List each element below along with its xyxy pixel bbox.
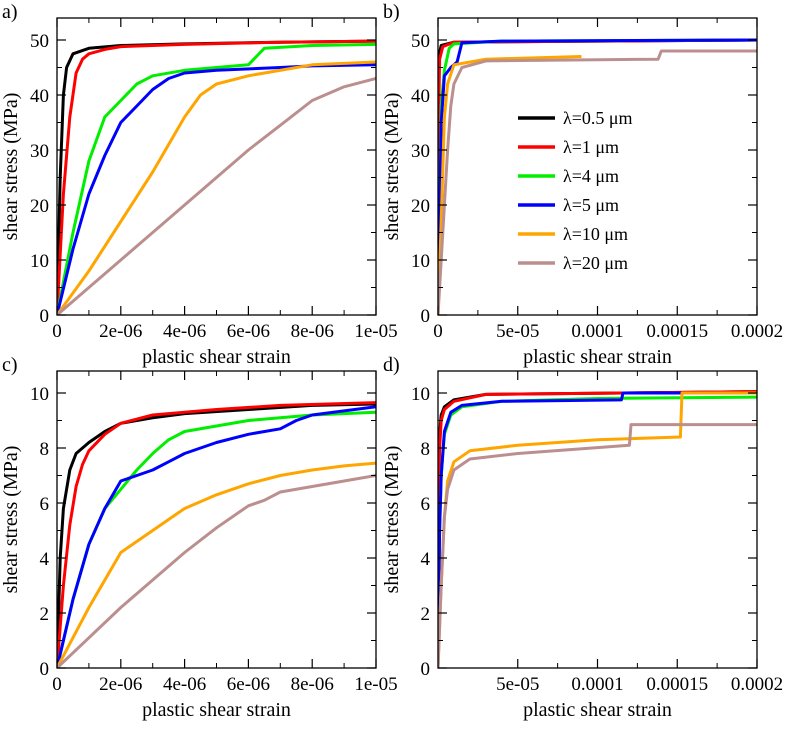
panel-label: c): [2, 354, 18, 376]
x-tick-label: 0: [433, 321, 443, 342]
series-line-5: [438, 423, 757, 668]
series-group: [57, 39, 376, 315]
legend-label: λ=4 μm: [563, 166, 619, 186]
legend: λ=0.5 μm λ=1 μm λ=4 μm λ=5 μm λ=10 μm λ=20 μm: [518, 108, 633, 273]
series-line-1: [438, 390, 757, 668]
y-tick-label: 8: [40, 439, 50, 460]
x-tick-label: 6e-06: [227, 674, 270, 695]
y-tick-label: 30: [411, 141, 430, 162]
series-line-5: [57, 77, 376, 315]
y-axis-label: shear stress (MPa): [0, 93, 22, 241]
series-line-3: [438, 391, 757, 668]
panel-label: b): [383, 1, 400, 23]
x-tick-label: 0.0002: [731, 321, 783, 342]
y-tick-label: 6: [421, 494, 431, 515]
y-tick-label: 4: [40, 549, 50, 570]
x-axis-label: plastic shear strain: [142, 346, 291, 368]
y-tick-label: 0: [40, 659, 50, 680]
y-tick-label: 40: [30, 86, 49, 107]
series-line-4: [57, 60, 376, 315]
series-line-2: [438, 395, 757, 668]
series-line-3: [57, 405, 376, 668]
x-tick-label: 1e-05: [354, 674, 397, 695]
y-tick-label: 10: [411, 384, 430, 405]
series-line-2: [57, 42, 376, 315]
y-tick-label: 30: [30, 141, 49, 162]
y-tick-label: 40: [411, 86, 430, 107]
panel-c: 0 2e-06 4e-06 6e-06 8e-06 1e-05 0 2 4 6 8 10 plastic…: [0, 354, 398, 721]
panel-b: 0 5e-05 0.0001 0.00015 0.0002 0 10 20 30 40 50 plas…: [381, 1, 783, 368]
legend-label: λ=20 μm: [563, 253, 628, 273]
y-tick-label: 0: [40, 306, 50, 327]
y-tick-label: 10: [30, 384, 49, 405]
panel-a: 0 2e-06 4e-06 6e-06 8e-06 1e-05 0 10 20 30 40 50 pla…: [0, 1, 398, 368]
x-tick-label: 5e-05: [496, 321, 539, 342]
y-axis-label: shear stress (MPa): [0, 446, 22, 594]
y-tick-label: 10: [411, 251, 430, 272]
x-axis-label: plastic shear strain: [523, 346, 672, 368]
x-tick-label: 0.0001: [571, 674, 623, 695]
x-tick-label: 1e-05: [354, 321, 397, 342]
x-tick-label: 0: [52, 674, 62, 695]
series-line-0: [57, 402, 376, 668]
series-line-5: [438, 49, 757, 315]
panel-d: 5e-05 0.0001 0.00015 0.0002 0 2 4 6 8 10 plastic s…: [381, 354, 783, 721]
legend-label: λ=0.5 μm: [563, 108, 633, 128]
x-tick-label: 6e-06: [227, 321, 270, 342]
x-tick-label: 4e-06: [163, 674, 206, 695]
x-tick-label: 4e-06: [163, 321, 206, 342]
series-line-4: [438, 391, 757, 668]
series-line-1: [57, 401, 376, 668]
x-tick-label: 2e-06: [99, 321, 142, 342]
y-tick-label: 0: [421, 306, 431, 327]
legend-label: λ=5 μm: [563, 195, 619, 215]
series-group: [438, 390, 757, 668]
series-group: [57, 401, 376, 668]
panel-label: a): [2, 1, 18, 23]
series-line-1: [57, 39, 376, 315]
y-tick-label: 2: [40, 604, 50, 625]
y-axis-label: shear stress (MPa): [381, 93, 403, 241]
y-axis-label: shear stress (MPa): [381, 446, 403, 594]
y-tick-label: 50: [411, 31, 430, 52]
y-tick-label: 20: [411, 196, 430, 217]
x-tick-label: 0: [52, 321, 62, 342]
x-tick-label: 2e-06: [99, 674, 142, 695]
series-line-4: [57, 461, 376, 668]
x-axis-label: plastic shear strain: [523, 699, 672, 721]
y-tick-label: 50: [30, 31, 49, 52]
y-tick-label: 8: [421, 439, 431, 460]
legend-label: λ=10 μm: [563, 224, 628, 244]
panel-label: d): [383, 354, 400, 376]
x-tick-label: 0.0001: [571, 321, 623, 342]
x-tick-label: 5e-05: [496, 674, 539, 695]
series-line-3: [57, 63, 376, 315]
plot-frame: [56, 17, 377, 316]
y-tick-label: 0: [421, 659, 431, 680]
y-tick-label: 2: [421, 604, 431, 625]
series-line-4: [438, 55, 582, 315]
series-line-2: [57, 410, 376, 668]
y-tick-label: 20: [30, 196, 49, 217]
legend-label: λ=1 μm: [563, 137, 619, 157]
y-tick-label: 4: [421, 549, 431, 570]
x-tick-label: 0.0002: [731, 674, 783, 695]
x-tick-label: 8e-06: [291, 321, 334, 342]
series-line-5: [57, 474, 376, 668]
x-tick-label: 0.00015: [646, 674, 708, 695]
y-tick-label: 10: [30, 251, 49, 272]
x-axis-label: plastic shear strain: [142, 699, 291, 721]
x-tick-label: 0.00015: [646, 321, 708, 342]
plot-frame: [437, 370, 758, 669]
series-line-0: [438, 390, 757, 668]
y-tick-label: 6: [40, 494, 50, 515]
x-tick-label: 8e-06: [291, 674, 334, 695]
